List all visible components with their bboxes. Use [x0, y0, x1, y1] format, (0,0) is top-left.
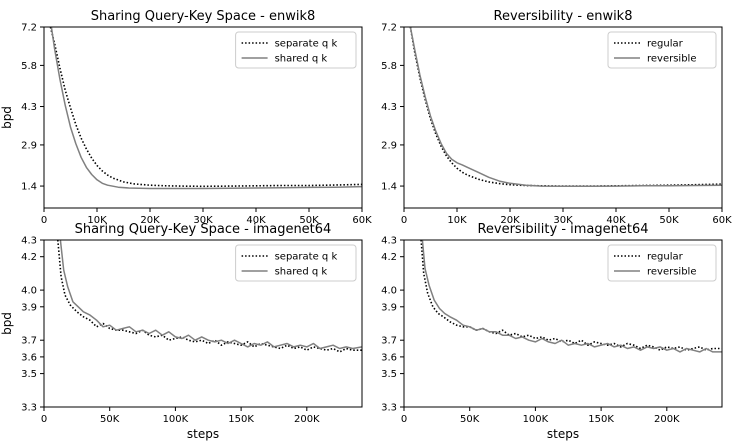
x-tick-label: 150K: [588, 414, 614, 425]
legend-label: shared q k: [275, 54, 328, 65]
legend-label: shared q k: [275, 267, 328, 278]
y-tick-label: 4.3: [381, 236, 397, 247]
y-tick-label: 4.0: [21, 286, 37, 297]
x-tick-label: 20K: [140, 215, 160, 226]
legend-box: [235, 244, 357, 282]
y-tick-label: 3.9: [381, 302, 397, 313]
y-tick-label: 1.4: [21, 182, 37, 193]
y-tick-label: 4.3: [21, 102, 37, 113]
x-tick-label: 60K: [352, 215, 372, 226]
x-tick-label: 0: [401, 414, 407, 425]
legend-box: [235, 31, 357, 69]
legend-label: separate q k: [275, 252, 338, 263]
legend: regular reversible: [607, 31, 717, 69]
y-tick-label: 5.8: [381, 61, 397, 72]
x-tick-label: 0: [41, 215, 47, 226]
y-tick-label: 3.6: [21, 352, 37, 363]
y-tick-label: 7.2: [381, 23, 397, 34]
series-line-shared-q-k: [50, 27, 362, 190]
y-tick-label: 4.2: [21, 252, 37, 263]
y-tick-label: 5.8: [21, 61, 37, 72]
x-tick-label: 100K: [163, 414, 189, 425]
x-tick-label: 50K: [100, 414, 120, 425]
plot-frame: [43, 239, 363, 408]
x-tick-label: 200K: [294, 414, 320, 425]
y-tick-label: 3.9: [21, 302, 37, 313]
y-tick-label: 4.0: [381, 286, 397, 297]
y-tick-label: 3.7: [381, 336, 397, 347]
x-tick-label: 50K: [460, 414, 480, 425]
x-tick-label: 40K: [246, 215, 266, 226]
legend: separate q k shared q k: [235, 31, 357, 69]
y-tick-label: 3.5: [21, 369, 37, 380]
series-line-separate-q-k: [57, 240, 362, 353]
chart-panel-1: Sharing Query-Key Space - enwik8 0 10K 20K 3…: [0, 9, 372, 226]
legend-label: separate q k: [275, 39, 338, 50]
series-line-separate-q-k: [49, 27, 362, 188]
x-tick-label: 30K: [193, 215, 213, 226]
x-tick-label: 10K: [447, 215, 467, 226]
x-axis-label: steps: [547, 427, 579, 441]
plot-frame: [403, 239, 723, 408]
legend-box: [607, 244, 717, 282]
legend-label: reversible: [647, 267, 697, 278]
panel-title: Reversibility - imagenet64: [477, 222, 648, 237]
y-tick-label: 3.6: [381, 352, 397, 363]
panel-title: Sharing Query-Key Space - imagenet64: [75, 222, 332, 237]
legend: regular reversible: [607, 244, 717, 282]
series-line-reversible: [421, 240, 722, 353]
legend-label: regular: [647, 39, 684, 50]
x-tick-label: 100K: [523, 414, 549, 425]
panel-title: Sharing Query-Key Space - enwik8: [91, 9, 316, 24]
x-tick-label: 150K: [228, 414, 254, 425]
y-tick-label: 3.3: [21, 403, 37, 414]
x-tick-label: 60K: [712, 215, 732, 226]
y-tick-label: 3.3: [381, 403, 397, 414]
x-tick-label: 50K: [299, 215, 319, 226]
x-tick-label: 200K: [654, 414, 680, 425]
chart-panel-4: Reversibility - imagenet64 0 50K 100K 150K 20…: [381, 222, 723, 441]
legend-label: regular: [647, 252, 684, 263]
y-tick-label: 3.7: [21, 336, 37, 347]
x-axis-label: steps: [187, 427, 219, 441]
panel-title: Reversibility - enwik8: [494, 9, 633, 24]
series-line-shared-q-k: [59, 240, 362, 350]
legend-label: reversible: [647, 54, 697, 65]
legend-box: [607, 31, 717, 69]
y-tick-label: 4.3: [381, 102, 397, 113]
y-tick-label: 1.4: [381, 182, 397, 193]
chart-panel-2: Reversibility - enwik8 0 10K 20K 30K 40K 50K 60…: [381, 9, 732, 226]
y-tick-label: 7.2: [21, 23, 37, 34]
y-tick-label: 2.9: [21, 140, 37, 151]
y-tick-label: 3.5: [381, 369, 397, 380]
x-tick-label: 50K: [659, 215, 679, 226]
legend: separate q k shared q k: [235, 244, 357, 282]
y-axis-label: bpd: [0, 106, 14, 129]
y-tick-label: 4.3: [21, 236, 37, 247]
chart-panel-3: Sharing Query-Key Space - imagenet64 0 50K…: [0, 222, 363, 441]
x-tick-label: 10K: [87, 215, 107, 226]
x-tick-label: 30K: [553, 215, 573, 226]
y-axis-label: bpd: [0, 312, 14, 335]
x-tick-label: 20K: [500, 215, 520, 226]
x-tick-label: 0: [41, 414, 47, 425]
series-line-reversible: [409, 27, 722, 188]
y-tick-label: 4.2: [381, 252, 397, 263]
y-tick-label: 2.9: [381, 140, 397, 151]
x-tick-label: 40K: [606, 215, 626, 226]
x-tick-label: 0: [401, 215, 407, 226]
